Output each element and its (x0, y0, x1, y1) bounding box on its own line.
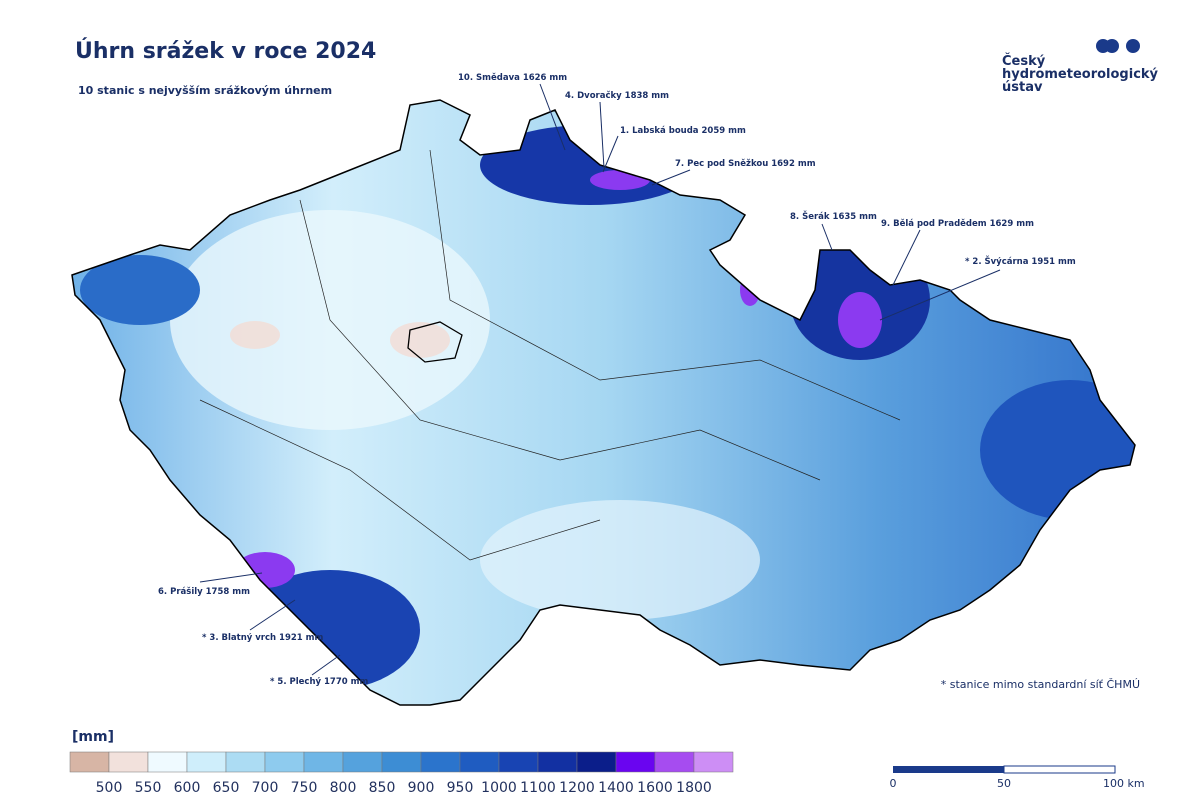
title: Úhrn srážek v roce 2024 (75, 38, 376, 64)
station-label: 8. Šerák 1635 mm (790, 210, 877, 222)
station-label: 9. Bělá pod Pradědem 1629 mm (881, 218, 1034, 229)
legend-label: 650 (213, 780, 240, 796)
legend-label: 800 (330, 780, 357, 796)
legend-label: 1800 (676, 780, 712, 796)
station-label: * 2. Švýcárna 1951 mm (965, 255, 1076, 267)
legend-label: 900 (408, 780, 435, 796)
legend-label: 950 (447, 780, 474, 796)
scale-label: 50 (997, 777, 1011, 790)
legend-label: 1100 (520, 780, 556, 796)
legend-swatch (69, 751, 110, 773)
legend-swatch (147, 751, 188, 773)
legend-swatch (459, 751, 500, 773)
legend-label: 850 (369, 780, 396, 796)
leader-line (249, 599, 296, 631)
leader-line (599, 101, 605, 169)
legend-swatch (264, 751, 305, 773)
region-boundaries (199, 149, 901, 561)
legend-swatch (693, 751, 734, 773)
leader-line (311, 654, 341, 676)
leader-line (651, 169, 691, 186)
legend-label: 1600 (637, 780, 673, 796)
legend-label: 1200 (559, 780, 595, 796)
footnote: * stanice mimo standardní síť ČHMÚ (941, 678, 1140, 691)
logo-line: ústav (1002, 80, 1043, 95)
scale-bar (893, 766, 1004, 773)
station-label: * 3. Blatný vrch 1921 mm (202, 633, 324, 643)
legend-label: 600 (174, 780, 201, 796)
station-label: * 5. Plechý 1770 mm (270, 677, 368, 687)
legend-label: 750 (291, 780, 318, 796)
legend-label: 550 (135, 780, 162, 796)
scale-bar (1003, 765, 1116, 774)
leader-line (539, 83, 566, 151)
legend-swatch (342, 751, 383, 773)
legend-swatch (381, 751, 422, 773)
legend-swatch (108, 751, 149, 773)
legend-swatch (498, 751, 539, 773)
prague-outline (407, 321, 463, 363)
legend-swatch (615, 751, 656, 773)
logo: Český hydrometeorologický ústav (1002, 39, 1159, 95)
precipitation-map (72, 100, 1135, 705)
station-label: 4. Dvoračky 1838 mm (565, 90, 669, 101)
legend-swatch (654, 751, 695, 773)
legend-label: 500 (96, 780, 123, 796)
legend-swatch (225, 751, 266, 773)
logo-line: Český (1002, 53, 1046, 69)
legend-label: 1400 (598, 780, 634, 796)
station-label: 1. Labská bouda 2059 mm (620, 126, 746, 136)
subtitle: 10 stanic s nejvyšším srážkovým úhrnem (78, 84, 332, 97)
legend-label: 1000 (481, 780, 517, 796)
legend-swatch (303, 751, 344, 773)
leader-line (879, 269, 1001, 321)
station-label: 6. Prášily 1758 mm (158, 586, 250, 597)
logo-line: hydrometeorologický (1002, 67, 1159, 82)
leader-line (602, 135, 619, 173)
legend-swatch (537, 751, 578, 773)
legend-label: 700 (252, 780, 279, 796)
scale-label: 100 km (1103, 777, 1145, 790)
station-label: 7. Pec pod Sněžkou 1692 mm (675, 158, 816, 169)
leader-line (821, 223, 833, 251)
legend-unit: [mm] (72, 729, 114, 745)
scale-label: 0 (890, 777, 897, 790)
legend-swatch (576, 751, 617, 773)
leader-line (199, 572, 263, 583)
legend-swatch (186, 751, 227, 773)
station-label: 10. Smědava 1626 mm (458, 72, 567, 83)
leader-line (892, 229, 921, 286)
legend-swatch (420, 751, 461, 773)
